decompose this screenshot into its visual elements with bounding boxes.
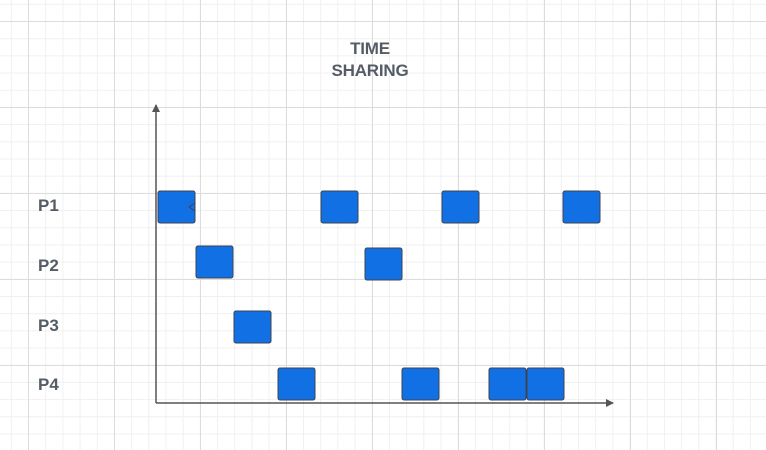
time-slice-block-p4-slot-10 xyxy=(526,367,565,401)
row-label-p3: P3 xyxy=(38,316,59,335)
time-slice-block-p1-slot-5 xyxy=(320,190,359,224)
time-slice-block-p1-slot-11 xyxy=(562,190,601,224)
time-slice-block-p4-slot-7 xyxy=(401,367,440,401)
row-label-p1: P1 xyxy=(38,196,59,215)
row-label-p2: P2 xyxy=(38,256,59,275)
time-slice-block-p2-slot-6 xyxy=(364,247,403,281)
time-slice-block-p1-slot-1 xyxy=(157,190,196,224)
time-slice-block-p1-slot-8 xyxy=(441,190,480,224)
small-arrow-icon xyxy=(188,202,196,212)
time-slice-blocks xyxy=(157,190,601,401)
row-label-p4: P4 xyxy=(38,375,59,394)
diagram-title: TIME SHARING xyxy=(300,38,440,82)
title-line-2: SHARING xyxy=(331,61,409,80)
time-slice-block-p2-slot-2 xyxy=(195,245,234,279)
time-slice-block-p4-slot-9 xyxy=(488,367,527,401)
time-slice-block-p4-slot-4 xyxy=(277,367,316,401)
title-line-1: TIME xyxy=(350,39,390,58)
time-slice-block-p3-slot-3 xyxy=(233,310,272,344)
